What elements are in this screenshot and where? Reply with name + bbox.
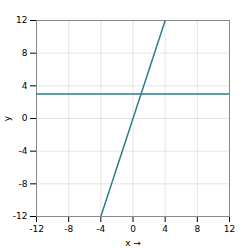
svg-text:-12: -12 [13,211,28,221]
svg-text:12: 12 [16,15,27,25]
svg-text:4: 4 [162,224,168,234]
svg-text:8: 8 [22,48,28,58]
svg-text:-4: -4 [19,146,28,156]
svg-text:0: 0 [130,224,136,234]
svg-text:12: 12 [224,224,235,234]
svg-text:4: 4 [22,81,28,91]
svg-text:8: 8 [194,224,200,234]
svg-text:-4: -4 [96,224,105,234]
svg-text:y: y [2,115,12,121]
svg-text:-8: -8 [64,224,73,234]
svg-text:x →: x → [125,238,141,248]
svg-text:0: 0 [22,113,28,123]
svg-text:-8: -8 [19,179,28,189]
svg-text:-12: -12 [29,224,44,234]
